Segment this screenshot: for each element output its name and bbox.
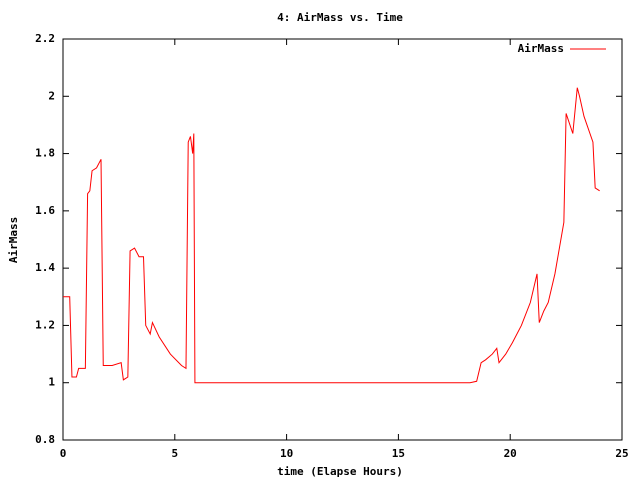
y-tick-label: 0.8	[35, 433, 55, 446]
x-tick-label: 20	[504, 447, 517, 460]
data-line	[63, 87, 600, 384]
y-tick-label: 1.6	[35, 204, 55, 217]
y-tick-label: 1.8	[35, 147, 55, 160]
chart-title: 4: AirMass vs. Time	[277, 11, 403, 24]
y-tick-label: 1.2	[35, 318, 55, 331]
plot-frame	[62, 38, 623, 441]
x-tick-label: 10	[280, 447, 293, 460]
y-tick-label: 2	[48, 89, 55, 102]
x-tick-label: 0	[60, 447, 67, 460]
x-tick-label: 15	[392, 447, 405, 460]
y-tick-label: 2.2	[35, 32, 55, 45]
x-axis-label: time (Elapse Hours)	[277, 465, 403, 478]
y-tick-label: 1.4	[35, 261, 55, 274]
y-tick-label: 1	[48, 376, 55, 389]
legend-label: AirMass	[518, 42, 564, 55]
x-tick-label: 25	[615, 447, 628, 460]
x-tick-label: 5	[171, 447, 178, 460]
y-axis-label: AirMass	[7, 217, 20, 263]
